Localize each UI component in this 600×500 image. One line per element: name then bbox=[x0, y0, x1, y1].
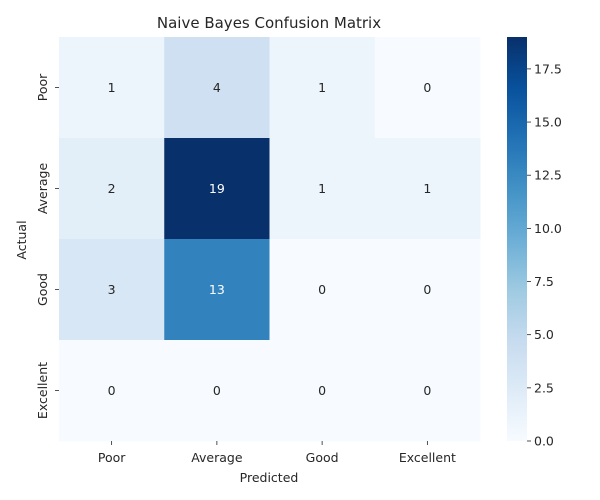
cell-value-label-1-0: 2 bbox=[108, 181, 116, 196]
colorbar-tick-label: 5.0 bbox=[534, 327, 554, 342]
heatmap-cell-3-2 bbox=[269, 340, 376, 442]
x-axis-label: Predicted bbox=[240, 470, 299, 485]
colorbar-tick-label: 15.0 bbox=[534, 115, 562, 130]
x-tick-label: Excellent bbox=[399, 450, 456, 465]
colorbar-tick-label: 12.5 bbox=[534, 168, 562, 183]
cell-value-label-2-2: 0 bbox=[318, 282, 326, 297]
heatmap-cell-2-1 bbox=[164, 239, 270, 341]
heatmap-cell-0-2 bbox=[269, 37, 376, 139]
cell-value-label-0-3: 0 bbox=[423, 80, 431, 95]
heatmap-cell-3-0 bbox=[59, 340, 165, 442]
cell-value-label-0-2: 1 bbox=[318, 80, 326, 95]
cell-value-label-3-1: 0 bbox=[213, 383, 221, 398]
colorbar-tick-label: 17.5 bbox=[534, 61, 562, 76]
heatmap-cell-1-2 bbox=[269, 138, 376, 240]
x-tick-label: Average bbox=[191, 450, 243, 465]
cell-value-label-2-3: 0 bbox=[423, 282, 431, 297]
heatmap-cell-1-3 bbox=[374, 138, 481, 240]
heatmap-cell-1-1 bbox=[164, 138, 270, 240]
heatmap-cell-3-3 bbox=[374, 340, 481, 442]
cell-value-label-3-3: 0 bbox=[423, 383, 431, 398]
heatmap-cell-0-3 bbox=[374, 37, 481, 139]
heatmap-cell-2-3 bbox=[374, 239, 481, 341]
heatmap-cell-3-1 bbox=[164, 340, 270, 442]
colorbar-tick-label: 10.0 bbox=[534, 221, 562, 236]
heatmap-cell-0-0 bbox=[59, 37, 165, 139]
cell-value-label-1-2: 1 bbox=[318, 181, 326, 196]
cell-value-label-2-0: 3 bbox=[108, 282, 116, 297]
colorbar-tick-label: 0.0 bbox=[534, 434, 554, 449]
y-tick-label: Average bbox=[35, 163, 50, 215]
cell-value-label-0-0: 1 bbox=[108, 80, 116, 95]
cell-value-label-1-3: 1 bbox=[423, 181, 431, 196]
cell-value-label-2-1: 13 bbox=[209, 282, 225, 297]
heatmap-cell-1-0 bbox=[59, 138, 165, 240]
cell-value-label-0-1: 4 bbox=[213, 80, 221, 95]
y-axis-label: Actual bbox=[14, 220, 29, 259]
colorbar-ticks: 0.0 2.5 5.0 7.5 10.0 12.5 15.0 17.5 bbox=[527, 61, 562, 449]
y-axis-ticks: Poor Average Good Excellent bbox=[35, 73, 59, 419]
y-tick-label: Good bbox=[35, 273, 50, 306]
cell-value-label-1-1: 19 bbox=[209, 181, 225, 196]
colorbar bbox=[507, 37, 527, 441]
y-tick-label: Poor bbox=[35, 73, 50, 101]
heatmap-cells bbox=[59, 37, 481, 442]
heatmap-cell-2-2 bbox=[269, 239, 376, 341]
colorbar-tick-label: 2.5 bbox=[534, 380, 554, 395]
heatmap-cell-2-0 bbox=[59, 239, 165, 341]
cell-value-label-3-0: 0 bbox=[108, 383, 116, 398]
chart-title: Naive Bayes Confusion Matrix bbox=[157, 14, 381, 32]
y-tick-label: Excellent bbox=[35, 362, 50, 419]
heatmap-cell-0-1 bbox=[164, 37, 270, 139]
x-axis-ticks: Poor Average Good Excellent bbox=[98, 441, 456, 465]
colorbar-tick-label: 7.5 bbox=[534, 274, 554, 289]
heatmap-cell-labels: 1 4 1 02 19 1 13 13 0 00 0 0 0 bbox=[108, 80, 432, 398]
cell-value-label-3-2: 0 bbox=[318, 383, 326, 398]
x-tick-label: Good bbox=[306, 450, 339, 465]
x-tick-label: Poor bbox=[98, 450, 126, 465]
